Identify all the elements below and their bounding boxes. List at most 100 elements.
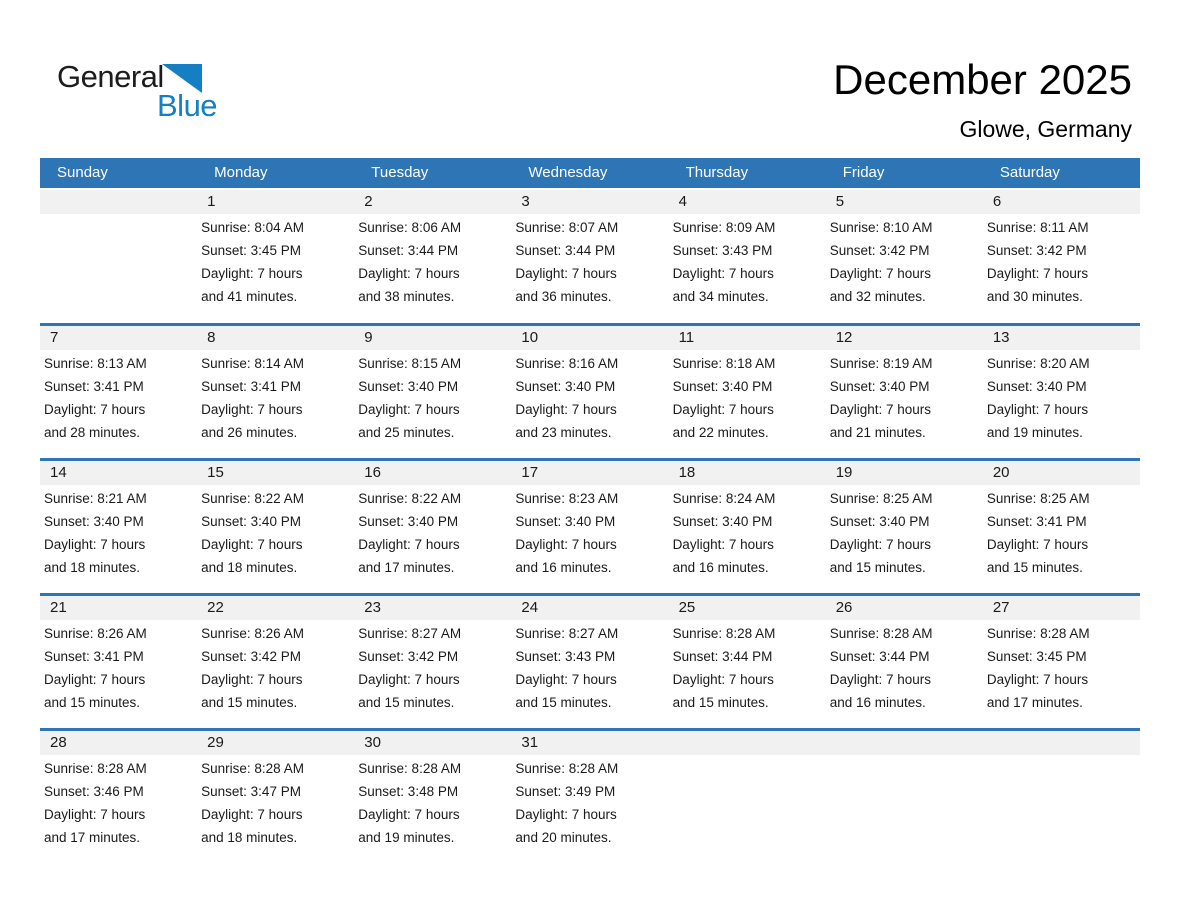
day-cell-16: 16 Sunrise: 8:22 AM Sunset: 3:40 PM Dayligh… — [354, 461, 512, 593]
day-detail-line: Sunset: 3:44 PM — [672, 649, 773, 664]
day-detail-line: Sunrise: 8:16 AM — [515, 356, 619, 371]
day-detail-line: Sunrise: 8:28 AM — [358, 761, 462, 776]
day-detail-line: Daylight: 7 hours — [515, 402, 617, 417]
day-detail-line: Daylight: 7 hours — [672, 537, 774, 552]
day-detail-line: Sunrise: 8:14 AM — [201, 356, 304, 371]
day-detail-line: Sunset: 3:40 PM — [358, 514, 459, 529]
day-detail-line: Daylight: 7 hours — [44, 807, 146, 822]
day-cell-10: 10 Sunrise: 8:16 AM Sunset: 3:40 PM Dayligh… — [511, 326, 669, 458]
day-detail-line: Sunrise: 8:22 AM — [201, 491, 304, 506]
day-detail-line: Daylight: 7 hours — [44, 672, 146, 687]
day-detail-line: Sunrise: 8:23 AM — [515, 491, 619, 506]
day-details: Sunrise: 8:10 AM Sunset: 3:42 PM Daylight:… — [826, 214, 983, 308]
day-detail-line: Daylight: 7 hours — [829, 402, 932, 417]
day-detail-line: Daylight: 7 hours — [358, 537, 460, 552]
day-detail-line: Sunrise: 8:28 AM — [829, 626, 933, 641]
day-detail-line: Sunset: 3:44 PM — [515, 243, 616, 258]
day-details: Sunrise: 8:25 AM Sunset: 3:40 PM Daylight:… — [826, 485, 983, 579]
day-detail-line: Sunrise: 8:04 AM — [201, 220, 304, 235]
day-detail-line: Sunrise: 8:20 AM — [986, 356, 1090, 371]
day-detail-line: Sunset: 3:40 PM — [672, 514, 773, 529]
day-detail-line: Daylight: 7 hours — [44, 402, 146, 417]
day-detail-line: Sunset: 3:44 PM — [829, 649, 930, 664]
day-detail-line: Sunset: 3:46 PM — [44, 784, 144, 799]
day-number: 13 — [982, 326, 1140, 350]
day-detail-line: Sunset: 3:44 PM — [358, 243, 459, 258]
day-detail-line: Sunrise: 8:22 AM — [358, 491, 462, 506]
day-detail-line: Daylight: 7 hours — [986, 672, 1089, 687]
day-detail-line: Sunrise: 8:11 AM — [986, 220, 1089, 235]
day-details: Sunrise: 8:15 AM Sunset: 3:40 PM Daylight:… — [354, 350, 511, 444]
day-cell-21: 21 Sunrise: 8:26 AM Sunset: 3:41 PM Dayligh… — [40, 596, 198, 728]
day-details: Sunrise: 8:22 AM Sunset: 3:40 PM Daylight:… — [354, 485, 511, 579]
day-detail-line: Daylight: 7 hours — [672, 266, 774, 281]
day-detail-line: Sunset: 3:43 PM — [672, 243, 773, 258]
day-detail-line: and 25 minutes. — [358, 425, 455, 440]
day-detail-line: Sunset: 3:40 PM — [44, 514, 144, 529]
day-cell-9: 9 Sunrise: 8:15 AM Sunset: 3:40 PM Daylight… — [354, 326, 512, 458]
day-detail-line: Daylight: 7 hours — [358, 807, 460, 822]
day-cell-17: 17 Sunrise: 8:23 AM Sunset: 3:40 PM Dayligh… — [511, 461, 669, 593]
day-detail-line: Sunrise: 8:18 AM — [672, 356, 776, 371]
day-detail-line: Sunset: 3:40 PM — [672, 379, 773, 394]
day-details: Sunrise: 8:16 AM Sunset: 3:40 PM Daylight:… — [511, 350, 668, 444]
day-details: Sunrise: 8:28 AM Sunset: 3:46 PM Daylight:… — [40, 755, 197, 849]
day-cell-20: 20 Sunrise: 8:25 AM Sunset: 3:41 PM Dayligh… — [982, 461, 1140, 593]
day-number: 24 — [511, 596, 669, 620]
day-cell-26: 26 Sunrise: 8:28 AM Sunset: 3:44 PM Dayligh… — [825, 596, 983, 728]
day-detail-line: Sunset: 3:42 PM — [986, 243, 1087, 258]
day-detail-line: Sunset: 3:40 PM — [515, 379, 616, 394]
day-cell-30: 30 Sunrise: 8:28 AM Sunset: 3:48 PM Dayligh… — [354, 731, 512, 863]
day-details: Sunrise: 8:19 AM Sunset: 3:40 PM Daylight:… — [826, 350, 983, 444]
day-cell-24: 24 Sunrise: 8:27 AM Sunset: 3:43 PM Dayligh… — [511, 596, 669, 728]
day-detail-line: and 15 minutes. — [44, 695, 141, 710]
weekday-wednesday: Wednesday — [528, 164, 608, 181]
day-detail-line: Daylight: 7 hours — [201, 402, 303, 417]
day-number: 19 — [825, 461, 983, 485]
day-number: 29 — [197, 731, 355, 755]
day-detail-line: Sunset: 3:47 PM — [201, 784, 301, 799]
day-detail-line: Sunrise: 8:26 AM — [201, 626, 304, 641]
weekday-sunday: Sunday — [57, 164, 108, 181]
day-detail-line: Daylight: 7 hours — [672, 672, 774, 687]
day-detail-line: and 16 minutes. — [829, 695, 926, 710]
day-detail-line: Sunset: 3:42 PM — [201, 649, 301, 664]
day-cell-29: 29 Sunrise: 8:28 AM Sunset: 3:47 PM Dayligh… — [197, 731, 355, 863]
day-number: 16 — [354, 461, 512, 485]
day-cell-empty — [825, 731, 983, 863]
day-details — [40, 214, 197, 216]
day-cell-23: 23 Sunrise: 8:27 AM Sunset: 3:42 PM Dayligh… — [354, 596, 512, 728]
day-detail-line: and 36 minutes. — [515, 289, 612, 304]
day-detail-line: Sunset: 3:40 PM — [829, 379, 930, 394]
day-detail-line: Sunrise: 8:28 AM — [515, 761, 619, 776]
day-details: Sunrise: 8:28 AM Sunset: 3:47 PM Daylight:… — [197, 755, 354, 849]
day-detail-line: and 28 minutes. — [44, 425, 141, 440]
day-details: Sunrise: 8:26 AM Sunset: 3:42 PM Daylight:… — [197, 620, 354, 714]
day-detail-line: and 17 minutes. — [358, 560, 455, 575]
day-detail-line: and 30 minutes. — [986, 289, 1083, 304]
day-detail-line: Daylight: 7 hours — [986, 266, 1089, 281]
day-detail-line: Daylight: 7 hours — [358, 266, 460, 281]
day-detail-line: and 15 minutes. — [358, 695, 455, 710]
day-detail-line: Sunset: 3:41 PM — [201, 379, 301, 394]
day-cell-18: 18 Sunrise: 8:24 AM Sunset: 3:40 PM Dayligh… — [668, 461, 826, 593]
day-detail-line: Sunset: 3:48 PM — [358, 784, 459, 799]
day-detail-line: Daylight: 7 hours — [201, 807, 303, 822]
day-cell-14: 14 Sunrise: 8:21 AM Sunset: 3:40 PM Dayligh… — [40, 461, 198, 593]
day-cell-31: 31 Sunrise: 8:28 AM Sunset: 3:49 PM Dayligh… — [511, 731, 669, 863]
week-row: 28 Sunrise: 8:28 AM Sunset: 3:46 PM Dayligh… — [40, 728, 1140, 863]
day-cell-22: 22 Sunrise: 8:26 AM Sunset: 3:42 PM Dayligh… — [197, 596, 355, 728]
day-detail-line: Daylight: 7 hours — [672, 402, 774, 417]
day-number: 9 — [354, 326, 512, 350]
week-row: 7 Sunrise: 8:13 AM Sunset: 3:41 PM Daylight… — [40, 323, 1140, 458]
day-number — [825, 731, 983, 755]
day-cell-empty — [982, 731, 1140, 863]
day-detail-line: Daylight: 7 hours — [986, 402, 1089, 417]
day-detail-line: Daylight: 7 hours — [829, 537, 932, 552]
day-detail-line: and 32 minutes. — [829, 289, 926, 304]
day-cell-12: 12 Sunrise: 8:19 AM Sunset: 3:40 PM Dayligh… — [825, 326, 983, 458]
day-detail-line: Sunset: 3:41 PM — [986, 514, 1087, 529]
day-details: Sunrise: 8:18 AM Sunset: 3:40 PM Daylight:… — [669, 350, 826, 444]
day-number: 20 — [982, 461, 1140, 485]
day-detail-line: Daylight: 7 hours — [358, 672, 460, 687]
